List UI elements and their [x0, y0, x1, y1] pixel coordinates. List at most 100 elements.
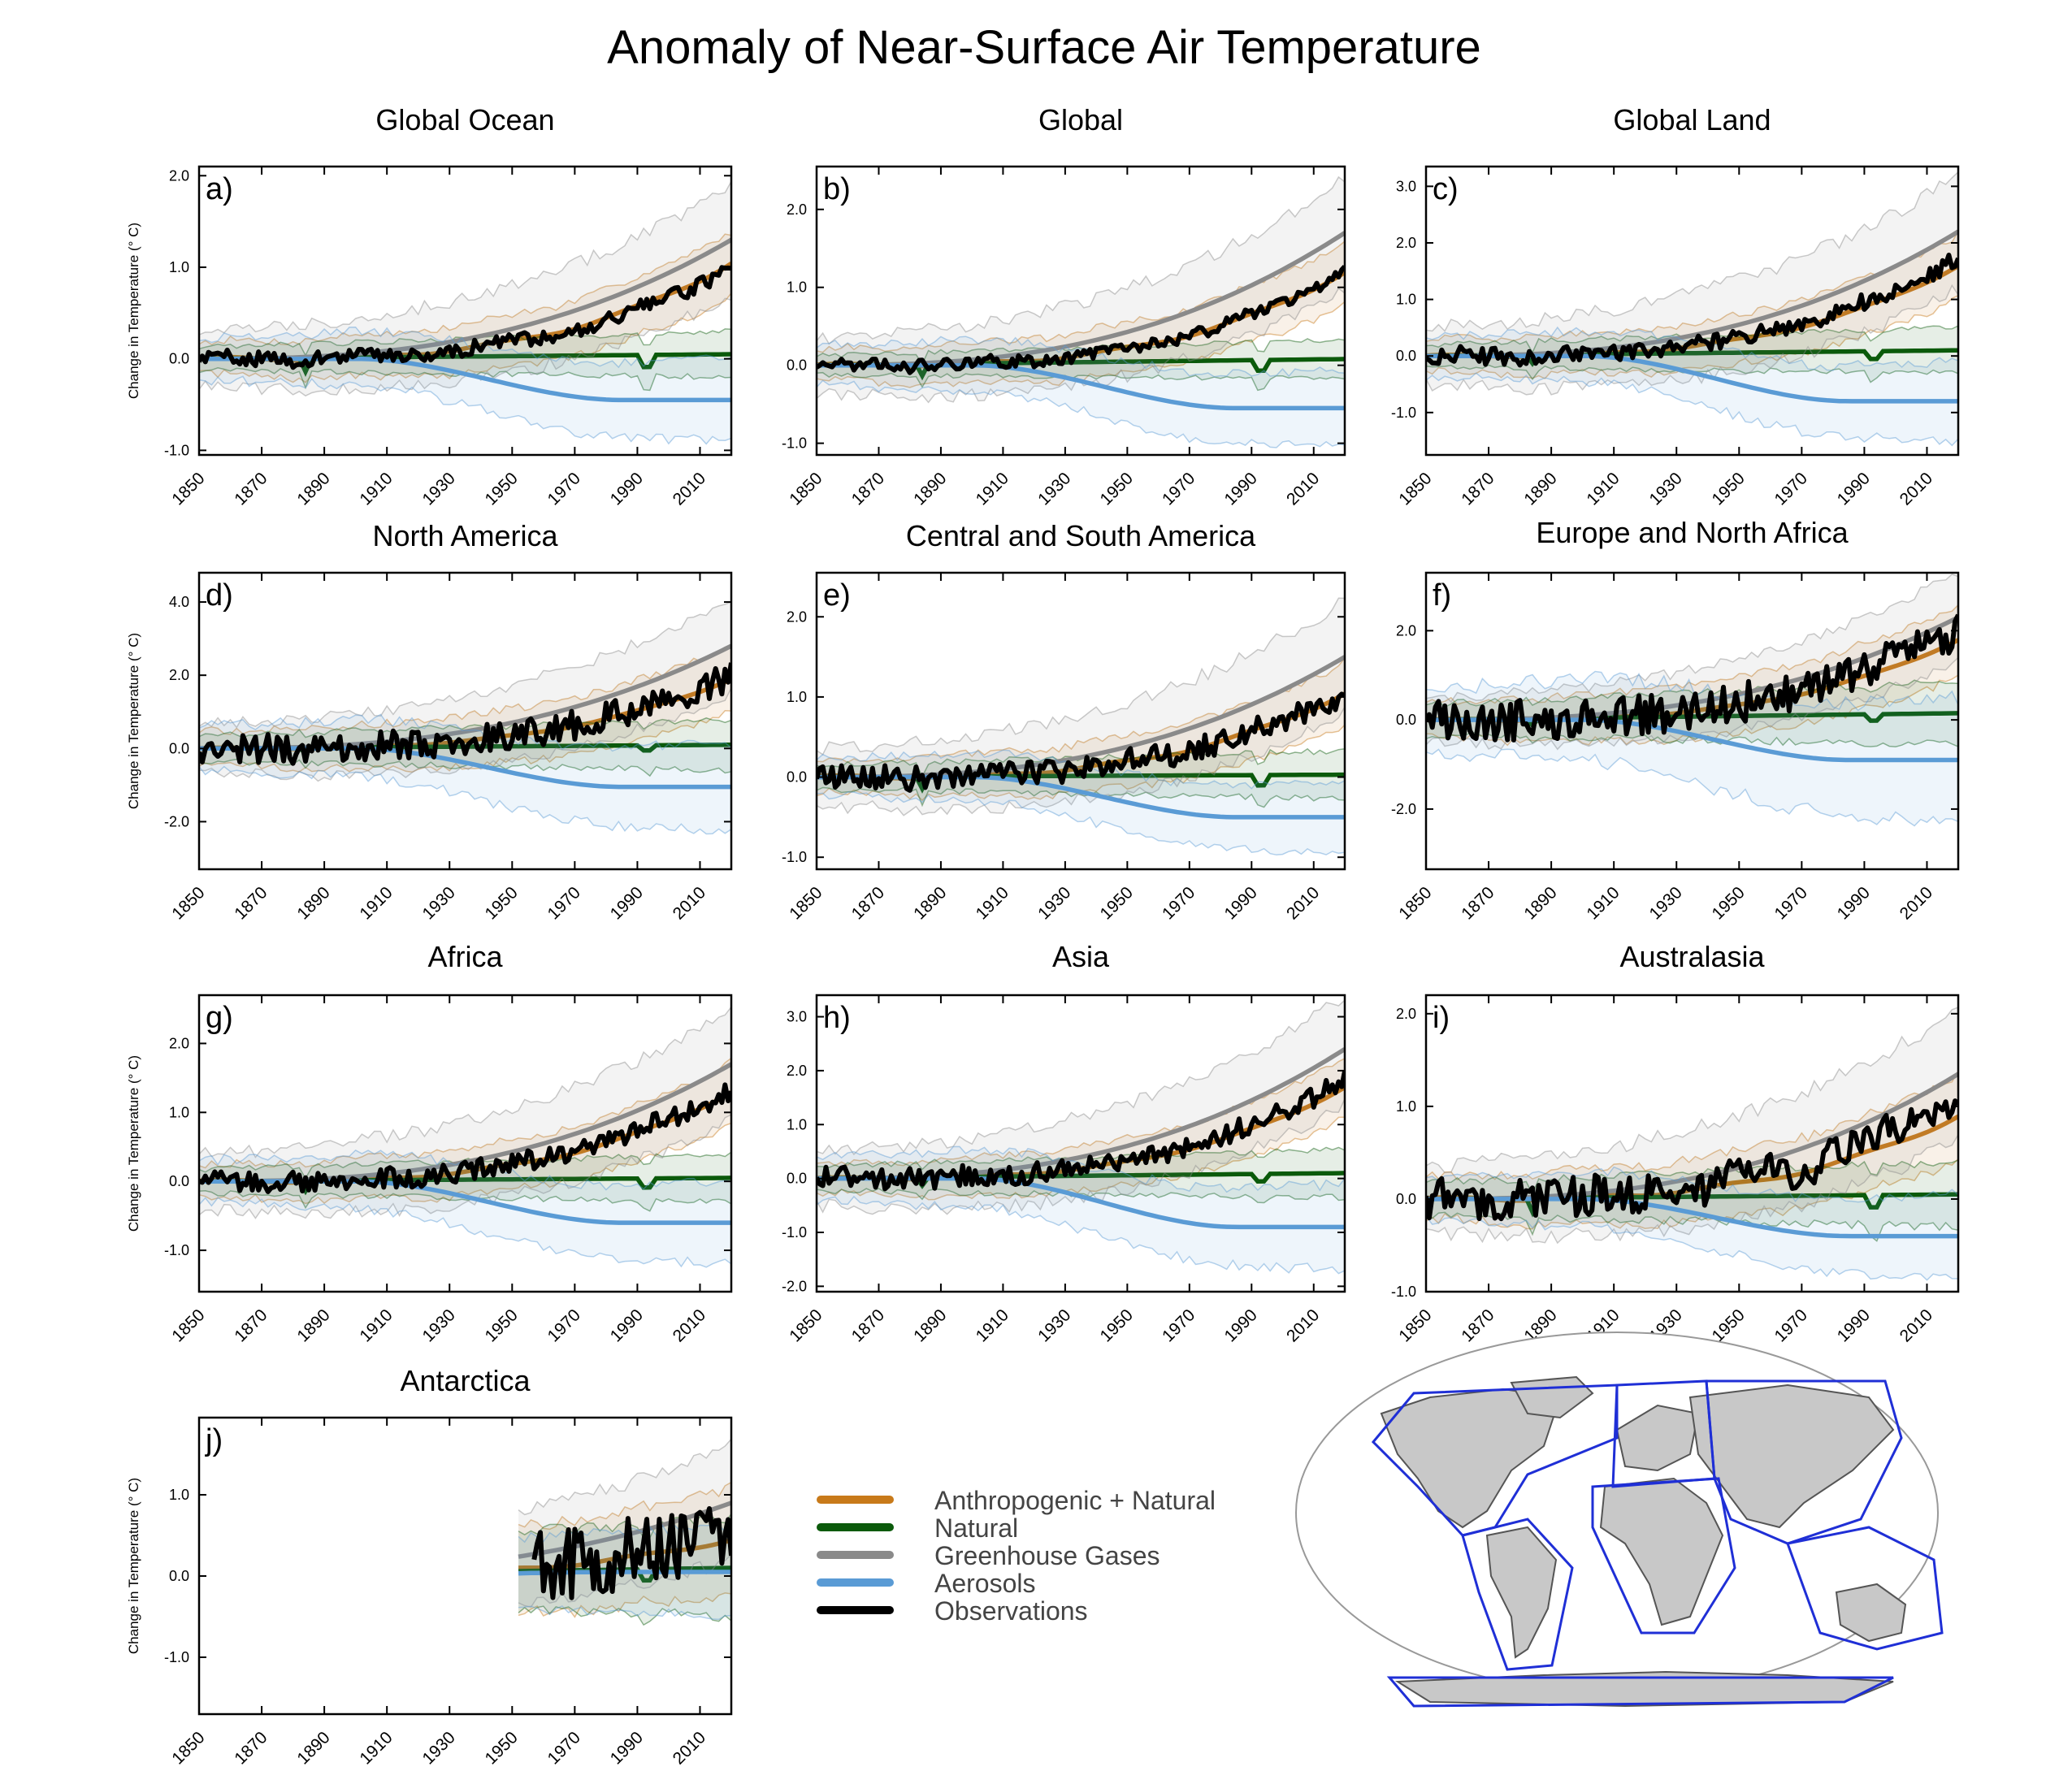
x-tick-label: 1890 [293, 1306, 333, 1345]
y-tick-label: 1.0 [787, 689, 807, 705]
land-antarctica [1394, 1670, 1894, 1708]
x-tick-label: 1950 [482, 1728, 522, 1768]
plot-area [518, 1438, 731, 1626]
x-tick-label: 1970 [1771, 1306, 1811, 1345]
axes-frame [197, 1416, 733, 1716]
land-europe [1615, 1404, 1700, 1472]
panel-d: North America d) -2.0 0.0 2.0 4.0 1850 1870 1890… [126, 519, 733, 924]
x-tick-label: 1870 [1458, 883, 1498, 923]
x-tick-label: 1950 [1097, 1306, 1137, 1345]
legend-item-ghg: Greenhouse Gases [817, 1541, 1160, 1570]
band-ghg [1426, 574, 1958, 750]
panel-a: Global Ocean a) -1.0 0.0 1.0 2.0 1850 1870 1890 1… [126, 103, 733, 509]
y-tick-label: 2.0 [787, 201, 807, 218]
legend: Anthropogenic + Natural Natural Greenhou… [817, 1486, 1216, 1626]
plot-area [1426, 1007, 1958, 1281]
y-tick-label: -1.0 [782, 435, 807, 452]
band-natural [199, 328, 731, 391]
x-tick-label: 1990 [607, 469, 647, 509]
axes-frame [815, 571, 1346, 871]
x-tick-label: 1950 [1097, 883, 1137, 923]
y-tick-label: 2.0 [1396, 622, 1416, 639]
region-outline-asia [1705, 1379, 1903, 1545]
y-axis-label: Change in Temperature (° C) [126, 633, 141, 809]
x-tick-label: 1910 [1583, 469, 1623, 509]
x-tick-label: 1990 [1834, 469, 1874, 509]
series-line-observations [1426, 613, 1958, 743]
x-tick-label: 1930 [418, 883, 458, 923]
band-lower-aerosols [199, 375, 731, 445]
x-tick-label: 2010 [670, 1306, 709, 1345]
series-line-observations [199, 1082, 731, 1194]
y-tick-label: 2.0 [1396, 1006, 1416, 1022]
x-tick-label: 1850 [168, 1728, 208, 1768]
panel-letter: f) [1433, 578, 1451, 613]
plot-area [199, 180, 731, 445]
y-tick-label: 1.0 [1396, 292, 1416, 308]
y-tick-label: 0.0 [787, 1171, 807, 1187]
x-tick-label: 1850 [168, 883, 208, 923]
axes-frame [815, 994, 1346, 1293]
plot-area [199, 1007, 731, 1268]
series-line-observations [1426, 1098, 1958, 1222]
band-upper-anthropogenic-natural [199, 646, 731, 735]
x-tick-label: 2010 [1896, 883, 1936, 923]
panel-title: Europe and North Africa [1536, 516, 1849, 549]
axes-frame [815, 165, 1346, 457]
band-upper-anthropogenic-natural [199, 233, 731, 345]
y-tick-label: -1.0 [782, 849, 807, 865]
x-tick-label: 1910 [356, 883, 396, 923]
x-tick-label: 1990 [1221, 1306, 1261, 1345]
band-upper-ghg [199, 1007, 731, 1158]
x-tick-label: 1870 [231, 883, 271, 923]
legend-item-anthropogenic: Anthropogenic + Natural [817, 1486, 1216, 1515]
panel-h: Asia h) -2.0 -1.0 0.0 1.0 2.0 3.0 1850 1870 1890 19… [782, 940, 1346, 1346]
y-tick-label: -1.0 [164, 1649, 189, 1665]
x-tick-label: 1950 [482, 883, 522, 923]
band-anthropogenic-natural [1426, 231, 1958, 379]
series-line-observations [1426, 253, 1958, 368]
series-line-observations [199, 265, 731, 370]
x-tick-label: 1930 [418, 469, 458, 509]
band-upper-ghg [199, 180, 731, 336]
band-upper-ghg [518, 1438, 731, 1516]
plot-area [817, 175, 1345, 448]
band-lower-anthropogenic-natural [817, 1116, 1345, 1201]
panel-letter: g) [206, 1001, 233, 1035]
panel-letter: a) [206, 172, 233, 206]
x-tick-label: 1850 [786, 883, 826, 923]
band-upper-anthropogenic-natural [199, 1057, 731, 1169]
band-lower-natural [817, 1188, 1345, 1204]
y-tick-label: -1.0 [782, 1224, 807, 1241]
band-upper-natural [1426, 1159, 1958, 1196]
panel-title: Australasia [1619, 940, 1765, 973]
panel-b: Global b) -1.0 0.0 1.0 2.0 1850 1870 1890 1910 193… [782, 103, 1346, 509]
series-line-aerosols [817, 774, 1345, 820]
axes-frame [197, 994, 733, 1293]
x-tick-label: 1870 [1458, 469, 1498, 509]
x-tick-label: 1890 [293, 469, 333, 509]
band-anthropogenic-natural [817, 658, 1345, 801]
x-tick-label: 1990 [1834, 1306, 1874, 1345]
panel-c: Global Land c) -1.0 0.0 1.0 2.0 3.0 1850 1870 189… [1391, 103, 1960, 509]
axes-frame [1424, 994, 1960, 1293]
x-tick-label: 1970 [1159, 1306, 1199, 1345]
series-line-aerosols [1426, 353, 1958, 404]
x-tick-label: 1970 [1159, 469, 1199, 509]
axes-frame [1424, 571, 1960, 871]
land-australia [1835, 1583, 1907, 1643]
band-lower-aerosols [817, 791, 1345, 856]
y-tick-label: 1.0 [169, 1487, 189, 1503]
band-lower-natural [518, 1605, 731, 1626]
y-tick-label: -2.0 [782, 1278, 807, 1294]
band-ghg [817, 1000, 1345, 1215]
band-lower-ghg [199, 687, 731, 782]
band-upper-aerosols [817, 336, 1345, 378]
band-lower-natural [199, 1190, 731, 1212]
x-tick-label: 1910 [973, 1306, 1012, 1345]
x-tick-label: 2010 [1896, 1306, 1936, 1345]
band-lower-aerosols [817, 1195, 1345, 1275]
figure-title: Anomaly of Near-Surface Air Temperature [607, 21, 1481, 74]
band-lower-natural [817, 371, 1345, 392]
y-tick-label: -1.0 [1391, 405, 1416, 421]
